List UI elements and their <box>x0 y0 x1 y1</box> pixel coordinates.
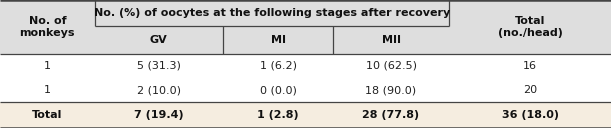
Bar <box>0 54 611 78</box>
Text: Total
(no./head): Total (no./head) <box>497 16 563 38</box>
Text: 1: 1 <box>44 61 51 71</box>
Text: 2 (10.0): 2 (10.0) <box>137 85 181 95</box>
Text: 0 (0.0): 0 (0.0) <box>260 85 296 95</box>
Text: No. (%) of oocytes at the following stages after recovery: No. (%) of oocytes at the following stag… <box>93 8 450 18</box>
Text: No. of
monkeys: No. of monkeys <box>20 16 75 38</box>
Text: Total: Total <box>32 110 62 120</box>
Text: 16: 16 <box>523 61 537 71</box>
Text: MI: MI <box>271 35 285 45</box>
Bar <box>0 78 611 102</box>
Text: 20: 20 <box>523 85 537 95</box>
Text: MII: MII <box>381 35 401 45</box>
Text: 5 (31.3): 5 (31.3) <box>137 61 181 71</box>
Text: 7 (19.4): 7 (19.4) <box>134 110 184 120</box>
Text: 1: 1 <box>44 85 51 95</box>
Text: 1 (6.2): 1 (6.2) <box>260 61 296 71</box>
Text: GV: GV <box>150 35 168 45</box>
Bar <box>0 102 611 128</box>
Text: 10 (62.5): 10 (62.5) <box>365 61 417 71</box>
Text: 28 (77.8): 28 (77.8) <box>362 110 420 120</box>
Bar <box>0 0 611 54</box>
Text: 1 (2.8): 1 (2.8) <box>257 110 299 120</box>
Text: 18 (90.0): 18 (90.0) <box>365 85 417 95</box>
Text: 36 (18.0): 36 (18.0) <box>502 110 558 120</box>
